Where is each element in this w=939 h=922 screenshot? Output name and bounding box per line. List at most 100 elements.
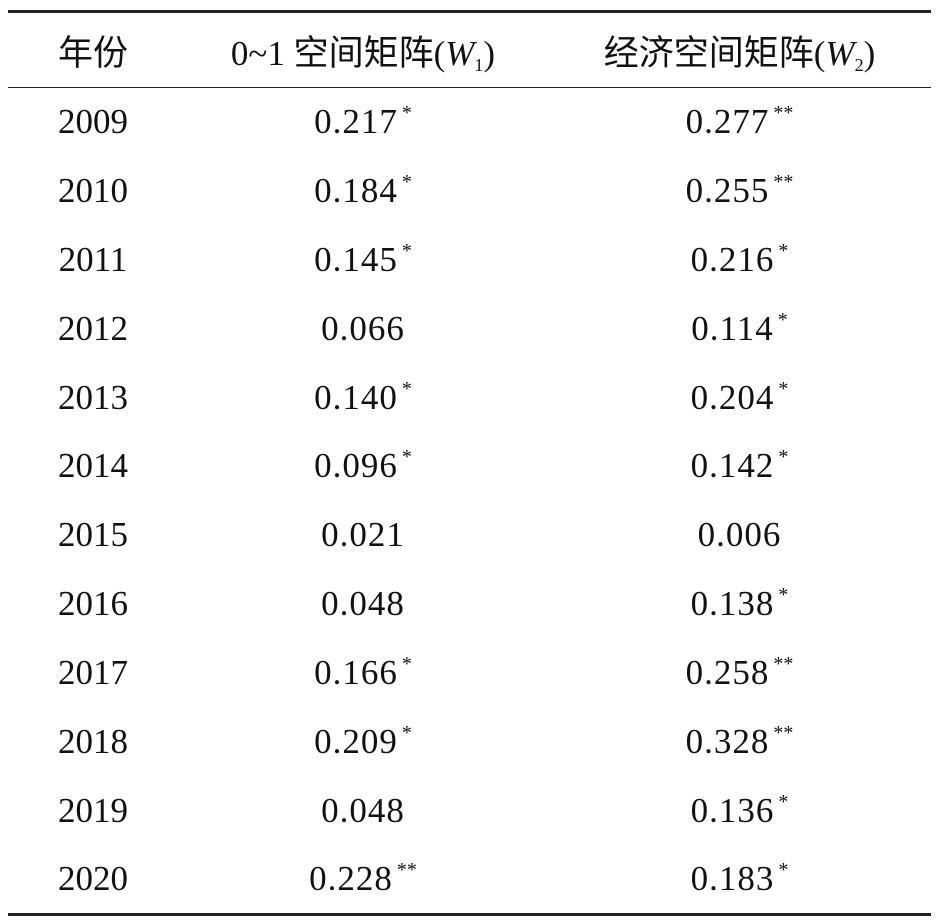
year-cell: 2020 bbox=[8, 845, 178, 914]
value-cell: 0.209 * bbox=[178, 708, 548, 777]
year: 2016 bbox=[58, 584, 128, 624]
significance: * bbox=[401, 170, 412, 193]
coefficient: 0.048 bbox=[321, 584, 405, 624]
coefficient: 0.277 bbox=[685, 102, 770, 142]
year: 2014 bbox=[58, 446, 128, 486]
significance: * bbox=[401, 102, 412, 125]
value-cell: 0.066 bbox=[178, 294, 548, 363]
header-cell: 经济空间矩阵(W2) bbox=[548, 12, 931, 88]
table-row: 2014 0.096 * 0.142 * bbox=[8, 432, 931, 501]
year-cell: 2017 bbox=[8, 639, 178, 708]
significance: * bbox=[778, 239, 789, 262]
coefficient: 0.140 bbox=[314, 377, 398, 417]
header-text: 0~1 空间矩阵( bbox=[230, 33, 446, 73]
table-container: 年份 0~1 空间矩阵(W1) 经济空间矩阵(W2) 2009 0.217 * 0.277… bbox=[8, 10, 931, 916]
coefficient: 0.255 bbox=[685, 170, 770, 210]
coefficient: 0.183 bbox=[690, 858, 775, 898]
coefficient: 0.258 bbox=[685, 653, 770, 693]
value-cell: 0.228 ** bbox=[178, 845, 548, 914]
table-row: 2016 0.048 0.138 * bbox=[8, 570, 931, 639]
coefficient: 0.142 bbox=[690, 446, 775, 486]
coefficient: 0.228 bbox=[309, 858, 393, 898]
header-text: 经济空间矩阵( bbox=[603, 33, 826, 73]
year: 2019 bbox=[58, 790, 128, 830]
significance: * bbox=[778, 584, 789, 607]
coefficient: 0.006 bbox=[697, 515, 782, 555]
value-cell: 0.140 * bbox=[178, 363, 548, 432]
table-row: 2015 0.021 0.006 bbox=[8, 501, 931, 570]
table-row: 2018 0.209 * 0.328 ** bbox=[8, 708, 931, 777]
value-cell: 0.216 * bbox=[548, 225, 931, 294]
significance: * bbox=[401, 239, 412, 262]
value-cell: 0.006 bbox=[548, 501, 931, 570]
header-text: ) bbox=[483, 33, 496, 73]
value-cell: 0.114 * bbox=[548, 294, 931, 363]
table-row: 2010 0.184 * 0.255 ** bbox=[8, 156, 931, 225]
year: 2020 bbox=[58, 858, 128, 898]
value-cell: 0.145 * bbox=[178, 225, 548, 294]
coefficient: 0.328 bbox=[685, 721, 770, 761]
significance: * bbox=[401, 377, 412, 400]
coefficient: 0.096 bbox=[314, 446, 398, 486]
significance: * bbox=[777, 308, 788, 331]
coefficient: 0.166 bbox=[314, 653, 398, 693]
value-cell: 0.096 * bbox=[178, 432, 548, 501]
coefficient: 0.114 bbox=[691, 308, 774, 348]
header-text: 1 bbox=[474, 54, 484, 75]
year-cell: 2011 bbox=[8, 225, 178, 294]
coefficient: 0.138 bbox=[690, 584, 775, 624]
year: 2012 bbox=[58, 308, 128, 348]
table-row: 2019 0.048 0.136 * bbox=[8, 776, 931, 845]
coefficient: 0.021 bbox=[321, 515, 405, 555]
significance: ** bbox=[773, 170, 794, 193]
year: 2015 bbox=[58, 515, 128, 555]
value-cell: 0.048 bbox=[178, 570, 548, 639]
value-cell: 0.277 ** bbox=[548, 88, 931, 157]
value-cell: 0.166 * bbox=[178, 639, 548, 708]
significance: * bbox=[778, 858, 789, 881]
year: 2013 bbox=[58, 377, 128, 417]
coefficient: 0.184 bbox=[314, 170, 398, 210]
header-cell: 年份 bbox=[8, 12, 178, 88]
value-cell: 0.138 * bbox=[548, 570, 931, 639]
value-cell: 0.258 ** bbox=[548, 639, 931, 708]
year-cell: 2019 bbox=[8, 776, 178, 845]
significance: ** bbox=[773, 721, 794, 744]
header-text: W bbox=[445, 33, 475, 73]
coefficient: 0.048 bbox=[321, 790, 405, 830]
year-cell: 2010 bbox=[8, 156, 178, 225]
header-text: ) bbox=[863, 33, 876, 73]
value-cell: 0.021 bbox=[178, 501, 548, 570]
table-body: 2009 0.217 * 0.277 ** 2010 0.184 * 0.255 ** 2011 0.… bbox=[8, 88, 931, 915]
coefficient: 0.066 bbox=[321, 308, 405, 348]
table-row: 2011 0.145 * 0.216 * bbox=[8, 225, 931, 294]
year: 2018 bbox=[58, 721, 128, 761]
header-cell: 0~1 空间矩阵(W1) bbox=[178, 12, 548, 88]
value-cell: 0.184 * bbox=[178, 156, 548, 225]
year-cell: 2013 bbox=[8, 363, 178, 432]
significance: ** bbox=[773, 102, 794, 125]
value-cell: 0.142 * bbox=[548, 432, 931, 501]
significance: * bbox=[778, 446, 789, 469]
significance: ** bbox=[773, 653, 794, 676]
significance: * bbox=[778, 790, 789, 813]
value-cell: 0.183 * bbox=[548, 845, 931, 914]
coefficient: 0.216 bbox=[690, 239, 775, 279]
year-cell: 2015 bbox=[8, 501, 178, 570]
value-cell: 0.328 ** bbox=[548, 708, 931, 777]
coefficient: 0.145 bbox=[314, 239, 398, 279]
table-row: 2009 0.217 * 0.277 ** bbox=[8, 88, 931, 157]
value-cell: 0.217 * bbox=[178, 88, 548, 157]
year-cell: 2014 bbox=[8, 432, 178, 501]
significance: * bbox=[401, 446, 412, 469]
value-cell: 0.255 ** bbox=[548, 156, 931, 225]
header-text: 年份 bbox=[57, 33, 128, 73]
significance: * bbox=[401, 721, 412, 744]
header-text: 2 bbox=[854, 54, 864, 75]
year-cell: 2009 bbox=[8, 88, 178, 157]
year: 2010 bbox=[58, 170, 128, 210]
table-row: 2020 0.228 ** 0.183 * bbox=[8, 845, 931, 915]
value-cell: 0.048 bbox=[178, 776, 548, 845]
year-cell: 2012 bbox=[8, 294, 178, 363]
coefficient: 0.217 bbox=[314, 102, 398, 142]
